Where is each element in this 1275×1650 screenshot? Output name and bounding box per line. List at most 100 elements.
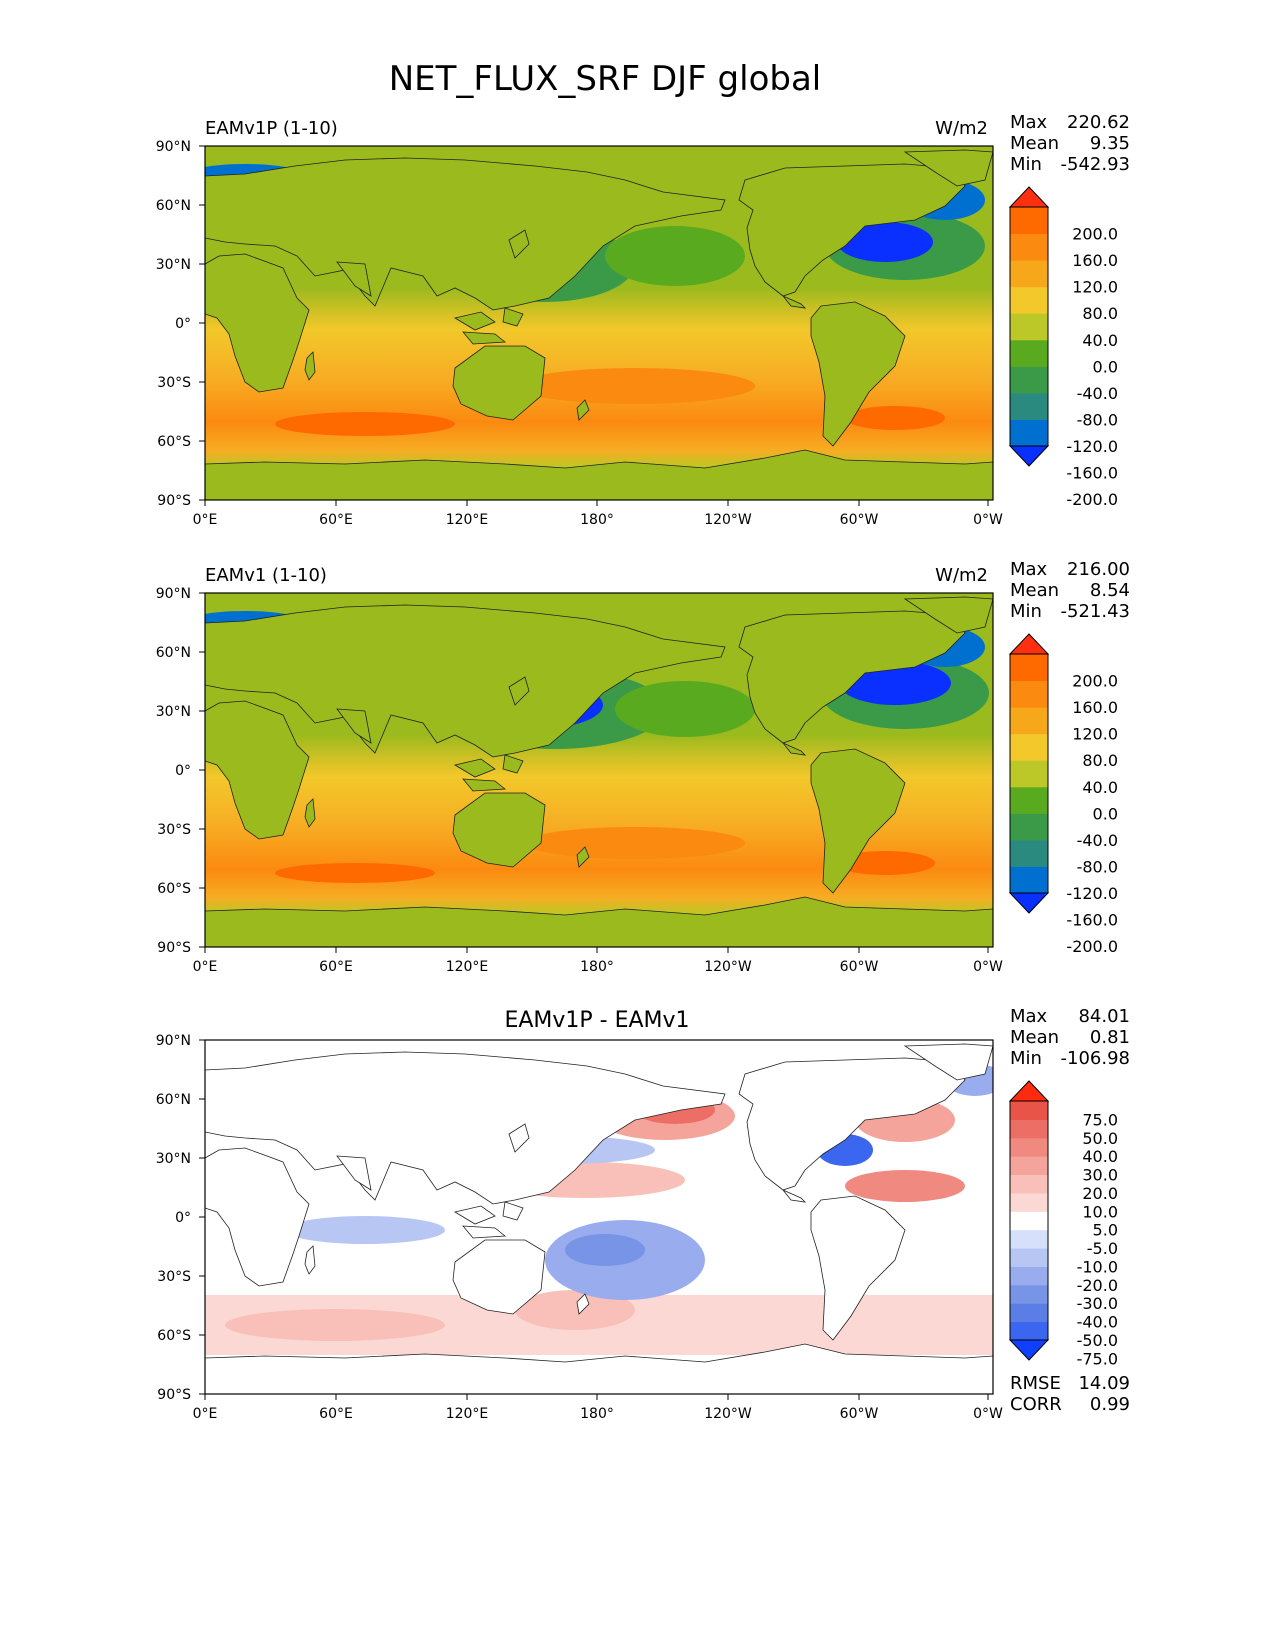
colorbar-tick-label: -20.0: [1077, 1276, 1118, 1295]
colorbar-tick-label: 120.0: [1072, 278, 1118, 297]
colorbar-segment: [1010, 733, 1048, 761]
stat-label: Max: [1010, 1006, 1048, 1027]
colorbar-segment: [1010, 313, 1048, 341]
y-tick-label: 90°N: [156, 139, 191, 155]
so-high-3: [525, 827, 745, 859]
y-tick-label: 60°N: [156, 645, 191, 661]
panel-eamv1p: EAMv1P (1-10) W/m2: [156, 112, 1130, 528]
x-tick-label: 60°W: [840, 1406, 879, 1422]
colorbar-segment: [1010, 1266, 1048, 1286]
map-area: [204, 592, 994, 948]
colorbar-extend-low: [1008, 445, 1050, 467]
x-tick-label: 180°: [580, 959, 614, 975]
so-high-1: [275, 412, 455, 436]
colorbar-extend-high: [1008, 1080, 1050, 1102]
panel-units: W/m2: [935, 565, 988, 586]
stat-label: Min: [1010, 1048, 1042, 1069]
colorbar-tick-label: -80.0: [1077, 410, 1118, 429]
stat-value: 9.35: [1090, 133, 1130, 154]
colorbar-segment: [1010, 1248, 1048, 1267]
colorbar-tick-label: -40.0: [1077, 384, 1118, 403]
colorbar-tick-label: 160.0: [1072, 251, 1118, 270]
stat-label: Max: [1010, 112, 1048, 133]
stat-label: Max: [1010, 559, 1048, 580]
x-tick-label: 60°E: [319, 1406, 353, 1422]
y-tick-label: 0°: [175, 763, 191, 779]
stat-label: Min: [1010, 601, 1042, 622]
colorbar-segment: [1010, 1119, 1048, 1139]
x-tick-label: 0°E: [193, 959, 218, 975]
colorbar-tick-label: -120.0: [1066, 884, 1118, 903]
colorbar-segment: [1010, 839, 1048, 867]
panel-left-label: EAMv1 (1-10): [205, 565, 327, 586]
x-tick-label: 0°W: [973, 1406, 1003, 1422]
stat-value: -106.98: [1061, 1048, 1130, 1069]
x-tick-label: 60°W: [840, 959, 879, 975]
colorbar-tick-label: -160.0: [1066, 464, 1118, 483]
y-axis: 90°N 60°N 30°N 0° 30°S 60°S 90°S: [156, 1033, 205, 1403]
x-tick-label: 180°: [580, 1406, 614, 1422]
colorbar-segment: [1010, 654, 1048, 682]
colorbar-segment: [1010, 680, 1048, 708]
colorbar-extend-high: [1008, 186, 1050, 208]
stat-label: Mean: [1010, 1027, 1059, 1048]
y-axis: 90°N 60°N 30°N 0° 30°S 60°S 90°S: [156, 139, 205, 509]
y-tick-label: 30°S: [157, 375, 191, 391]
colorbar-tick-label: -200.0: [1066, 937, 1118, 956]
y-tick-label: 0°: [175, 316, 191, 332]
colorbar-segment: [1010, 760, 1048, 788]
colorbar-outline: [1009, 1100, 1049, 1341]
colorbar-tick-label: 40.0: [1082, 778, 1118, 797]
colorbar-tick-label: 10.0: [1082, 1202, 1118, 1221]
y-tick-label: 30°N: [156, 704, 191, 720]
colorbar-segment: [1010, 1192, 1048, 1212]
colorbar-segment: [1010, 813, 1048, 841]
y-axis: 90°N 60°N 30°N 0° 30°S 60°S 90°S: [156, 586, 205, 956]
colorbar-tick-label: 80.0: [1082, 751, 1118, 770]
colorbar-tick-label: -80.0: [1077, 857, 1118, 876]
colorbar-tick-label: -30.0: [1077, 1294, 1118, 1313]
colorbar-tick-label: 20.0: [1082, 1184, 1118, 1203]
colorbar: 200.0 160.0 120.0 80.0 40.0 0.0 -40.0 -80.0 -120…: [1008, 186, 1118, 509]
colorbar-segment: [1010, 233, 1048, 261]
colorbar-tick-label: -120.0: [1066, 437, 1118, 456]
stat-label: RMSE: [1010, 1373, 1061, 1394]
so-high-1: [275, 863, 435, 883]
colorbar-segment: [1010, 419, 1048, 447]
stat-value: -521.43: [1061, 601, 1130, 622]
so-high-2: [845, 406, 945, 430]
colorbar-tick-label: 40.0: [1082, 331, 1118, 350]
y-tick-label: 60°S: [157, 1328, 191, 1344]
stat-value: 14.09: [1078, 1373, 1130, 1394]
x-tick-label: 0°W: [973, 959, 1003, 975]
x-tick-label: 120°W: [704, 1406, 752, 1422]
subtropical-atlantic-positive: [845, 1170, 965, 1202]
colorbar-tick-label: 50.0: [1082, 1129, 1118, 1148]
colorbar-segment: [1010, 366, 1048, 394]
map-area: [204, 1039, 994, 1395]
x-tick-label: 120°E: [446, 512, 489, 528]
so-positive-core: [225, 1309, 445, 1341]
rmse-corr-box: RMSE 14.09 CORR 0.99: [1010, 1373, 1130, 1415]
x-tick-label: 60°W: [840, 512, 879, 528]
colorbar: 75.050.040.030.020.010.05.0-5.0-10.0-20.…: [1008, 1080, 1118, 1368]
colorbar-segment: [1010, 207, 1048, 235]
y-tick-label: 60°S: [157, 881, 191, 897]
tropical-indian-negative: [285, 1216, 445, 1244]
y-tick-label: 60°N: [156, 198, 191, 214]
stat-value: 220.62: [1067, 112, 1130, 133]
y-tick-label: 30°N: [156, 1151, 191, 1167]
colorbar-tick-label: -40.0: [1077, 1313, 1118, 1332]
y-tick-label: 60°S: [157, 434, 191, 450]
colorbar-tick-label: 80.0: [1082, 304, 1118, 323]
south-pacific-negative-core: [565, 1234, 645, 1266]
colorbar-tick-label: 0.0: [1093, 804, 1118, 823]
colorbar-segment: [1010, 1156, 1048, 1176]
panel-title: EAMv1P - EAMv1: [504, 1008, 689, 1033]
panel-eamv1: EAMv1 (1-10) W/m2 90°N 60°N 30°N: [156, 559, 1130, 975]
stats-box: Max 216.00 Mean 8.54 Min -521.43: [1010, 559, 1130, 622]
colorbar-tick-label: 30.0: [1082, 1166, 1118, 1185]
stat-label: Min: [1010, 154, 1042, 175]
stat-label: Mean: [1010, 580, 1059, 601]
colorbar-tick-label: 40.0: [1082, 1147, 1118, 1166]
